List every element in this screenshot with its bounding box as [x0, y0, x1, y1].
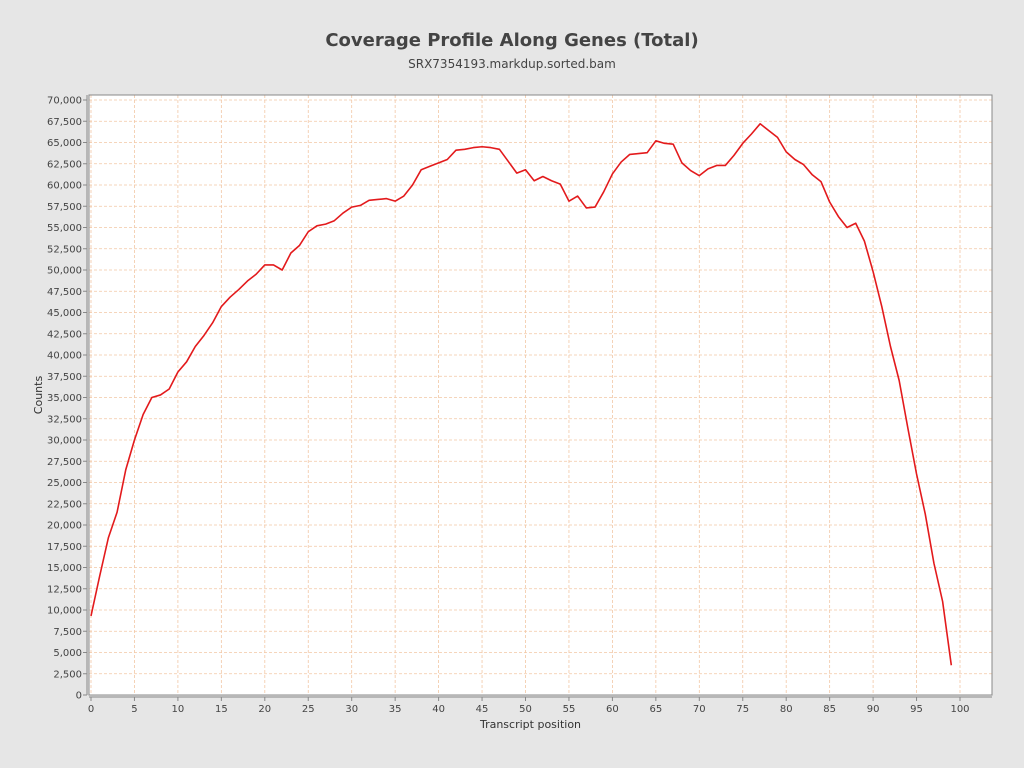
x-tick-label: 15 — [215, 704, 228, 715]
x-tick-label: 70 — [693, 704, 706, 715]
y-tick-label: 2,500 — [53, 669, 82, 680]
y-tick-label: 42,500 — [47, 329, 82, 340]
y-tick-label: 0 — [76, 691, 82, 702]
grid — [89, 95, 992, 696]
y-tick-label: 62,500 — [47, 159, 82, 170]
x-tick-label: 5 — [131, 704, 137, 715]
y-tick-label: 12,500 — [47, 584, 82, 595]
y-tick-label: 47,500 — [47, 287, 82, 298]
x-tick-label: 30 — [345, 704, 358, 715]
x-tick-label: 75 — [736, 704, 749, 715]
x-tick-label: 55 — [563, 704, 576, 715]
x-tick-label: 40 — [432, 704, 445, 715]
y-tick-label: 25,000 — [47, 478, 82, 489]
y-tick-label: 70,000 — [47, 96, 82, 107]
y-tick-label: 10,000 — [47, 606, 82, 617]
y-tick-label: 67,500 — [47, 117, 82, 128]
y-tick-label: 27,500 — [47, 457, 82, 468]
y-tick-label: 37,500 — [47, 372, 82, 383]
y-tick-label: 15,000 — [47, 563, 82, 574]
series-layer — [90, 123, 953, 666]
x-tick-label: 50 — [519, 704, 532, 715]
x-tick-label: 10 — [172, 704, 185, 715]
y-tick-label: 35,000 — [47, 393, 82, 404]
y-tick-label: 17,500 — [47, 542, 82, 553]
y-tick-label: 65,000 — [47, 138, 82, 149]
y-tick-label: 60,000 — [47, 181, 82, 192]
y-tick-label: 30,000 — [47, 436, 82, 447]
x-tick-label: 25 — [302, 704, 315, 715]
x-tick-label: 95 — [910, 704, 923, 715]
x-tick-label: 60 — [606, 704, 619, 715]
x-tick-label: 0 — [88, 704, 94, 715]
x-tick-label: 35 — [389, 704, 402, 715]
x-tick-label: 85 — [823, 704, 836, 715]
chart-title: Coverage Profile Along Genes (Total) — [325, 30, 699, 51]
x-tick-label: 90 — [867, 704, 880, 715]
y-tick-label: 22,500 — [47, 499, 82, 510]
y-tick-label: 32,500 — [47, 414, 82, 425]
y-tick-label: 50,000 — [47, 266, 82, 277]
y-tick-label: 40,000 — [47, 351, 82, 362]
y-axis-label: Counts — [32, 376, 45, 415]
x-tick-label: 100 — [950, 704, 969, 715]
x-tick-label: 80 — [780, 704, 793, 715]
y-tick-label: 5,000 — [53, 648, 82, 659]
y-tick-label: 55,000 — [47, 223, 82, 234]
y-tick-label: 20,000 — [47, 521, 82, 532]
plot-area — [89, 95, 992, 695]
y-tick-label: 7,500 — [53, 627, 82, 638]
axis-ticks: 0 2,500 5,000 7,500 10,000 12,500 15,000 17,500… — [47, 96, 970, 716]
x-tick-label: 20 — [258, 704, 271, 715]
y-tick-label: 57,500 — [47, 202, 82, 213]
x-axis-label: Transcript position — [479, 718, 581, 731]
chart-subtitle: SRX7354193.markdup.sorted.bam — [408, 57, 616, 71]
y-tick-label: 52,500 — [47, 244, 82, 255]
x-tick-label: 45 — [476, 704, 489, 715]
coverage-line — [90, 123, 953, 666]
x-tick-label: 65 — [649, 704, 662, 715]
plot-border — [88, 94, 993, 696]
y-tick-label: 45,000 — [47, 308, 82, 319]
